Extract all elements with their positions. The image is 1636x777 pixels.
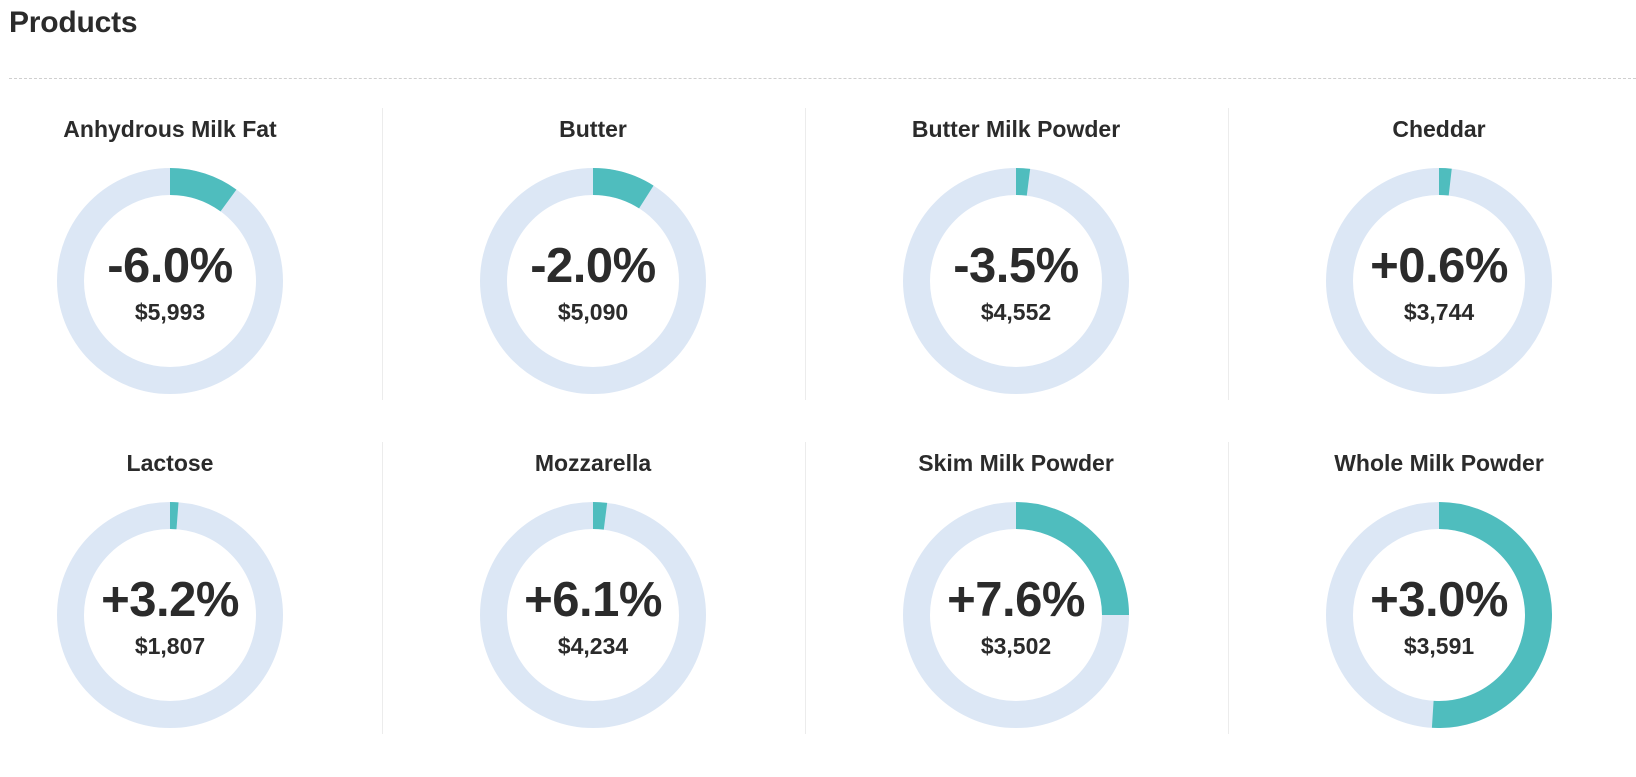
change-percent: +3.2% (101, 573, 239, 627)
change-percent: -3.5% (953, 239, 1079, 293)
column-divider (805, 108, 806, 400)
gauge-fill (1431, 502, 1552, 728)
column-divider (382, 108, 383, 400)
product-name: Mozzarella (534, 450, 652, 476)
change-percent: +3.0% (1370, 573, 1508, 627)
product-card-cheddar[interactable]: Cheddar +0.6% $3,744 (1269, 108, 1636, 428)
product-card-whole-milk-powder[interactable]: Whole Milk Powder +3.0% $3,591 (1269, 442, 1636, 762)
product-name: Skim Milk Powder (918, 450, 1114, 476)
change-gauge: +3.2% $1,807 (57, 502, 283, 728)
gauge-fill (1438, 168, 1452, 196)
title-divider (9, 78, 1636, 79)
product-card-butter-milk-powder[interactable]: Butter Milk Powder -3.5% $4,552 (846, 108, 1269, 428)
product-card-mozzarella[interactable]: Mozzarella +6.1% $4,234 (423, 442, 846, 762)
change-percent: +7.6% (947, 573, 1085, 627)
change-percent: +6.1% (524, 573, 662, 627)
product-card-butter[interactable]: Butter -2.0% $5,090 (423, 108, 846, 428)
product-name: Anhydrous Milk Fat (63, 116, 277, 142)
gauge-chart (903, 502, 1129, 728)
change-gauge: -2.0% $5,090 (480, 168, 706, 394)
gauge-fill (1015, 502, 1129, 616)
product-name: Butter Milk Powder (911, 116, 1121, 142)
price-value: $3,744 (1403, 299, 1475, 325)
change-gauge: +0.6% $3,744 (1326, 168, 1552, 394)
change-percent: -6.0% (107, 239, 233, 293)
price-value: $4,234 (557, 633, 629, 659)
gauge-chart (57, 168, 283, 394)
gauge-fill (592, 502, 608, 530)
product-card-anhydrous-milk-fat[interactable]: Anhydrous Milk Fat -6.0% $5,993 (0, 108, 423, 428)
product-card-lactose[interactable]: Lactose +3.2% $1,807 (0, 442, 423, 762)
change-percent: +0.6% (1370, 239, 1508, 293)
price-value: $5,993 (134, 299, 206, 325)
product-name: Lactose (126, 450, 214, 476)
change-percent: -2.0% (530, 239, 656, 293)
gauge-fill (1015, 168, 1031, 196)
column-divider (805, 442, 806, 734)
gauge-chart (1326, 502, 1552, 728)
price-value: $4,552 (980, 299, 1052, 325)
price-value: $5,090 (557, 299, 629, 325)
change-gauge: +7.6% $3,502 (903, 502, 1129, 728)
column-divider (1228, 108, 1229, 400)
change-gauge: +3.0% $3,591 (1326, 502, 1552, 728)
gauge-chart (57, 502, 283, 728)
gauge-chart (480, 168, 706, 394)
gauge-chart (903, 168, 1129, 394)
price-value: $3,591 (1403, 633, 1475, 659)
gauge-chart (1326, 168, 1552, 394)
gauge-fill (592, 168, 654, 209)
product-name: Cheddar (1392, 116, 1486, 142)
price-value: $3,502 (980, 633, 1052, 659)
gauge-fill (169, 168, 237, 212)
change-gauge: +6.1% $4,234 (480, 502, 706, 728)
product-card-skim-milk-powder[interactable]: Skim Milk Powder +7.6% $3,502 (846, 442, 1269, 762)
column-divider (382, 442, 383, 734)
product-name: Butter (559, 116, 627, 142)
page-title: Products (9, 6, 138, 39)
column-divider (1228, 442, 1229, 734)
change-gauge: -3.5% $4,552 (903, 168, 1129, 394)
price-value: $1,807 (134, 633, 206, 659)
gauge-chart (480, 502, 706, 728)
product-name: Whole Milk Powder (1334, 450, 1544, 476)
change-gauge: -6.0% $5,993 (57, 168, 283, 394)
